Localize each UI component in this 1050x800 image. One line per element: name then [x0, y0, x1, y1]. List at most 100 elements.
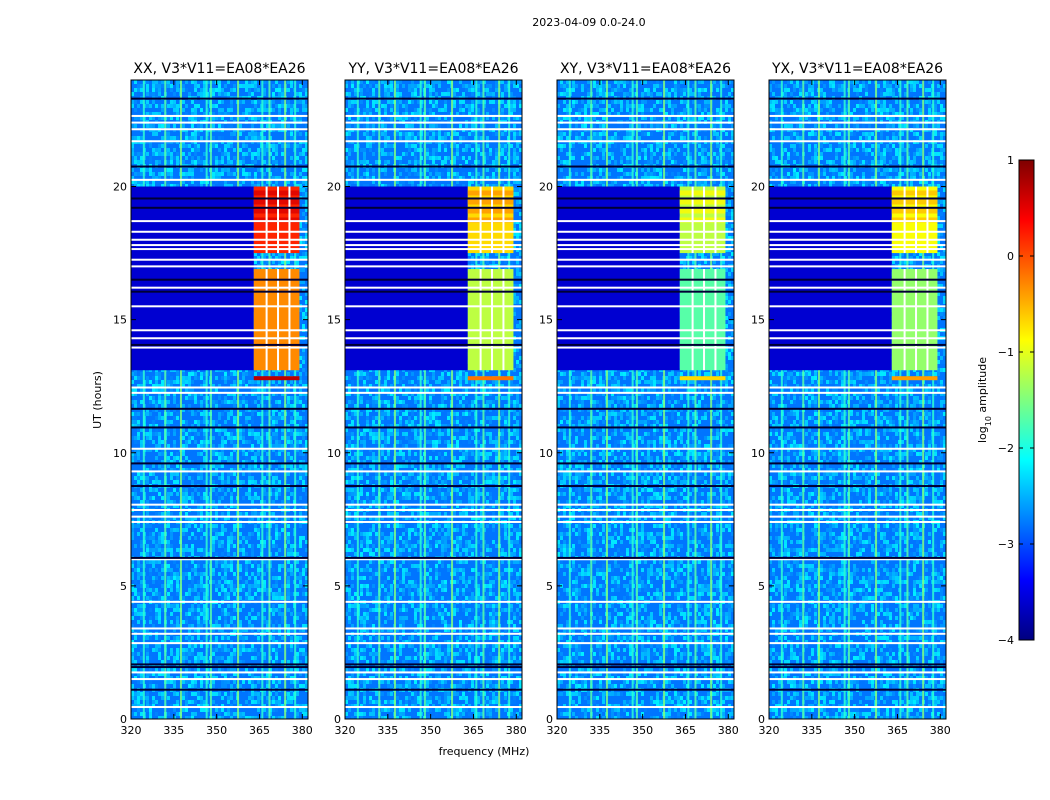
colorbar-label: log10 amplitude: [976, 357, 993, 443]
flag-white: [769, 600, 946, 603]
flag-white: [769, 230, 946, 233]
subband-gap: [288, 186, 291, 254]
flag-white: [769, 121, 946, 124]
flag-dark: [769, 426, 946, 429]
flag-dark: [131, 462, 308, 465]
flag-white: [557, 508, 734, 511]
flag-white: [557, 642, 734, 645]
y-tick-label: 15: [113, 314, 127, 327]
flag-white: [557, 386, 734, 389]
panel-2: XY, V3*V11=EA08*EA26 320 335 350 365 380 0 5 10 1…: [539, 61, 739, 737]
flag-white: [769, 642, 946, 645]
flag-white: [557, 391, 734, 394]
flag-white: [557, 558, 734, 561]
flag-white: [769, 447, 946, 450]
x-tick-label: 335: [163, 724, 184, 737]
y-tick-label: 20: [113, 181, 127, 194]
flag-white: [131, 128, 308, 131]
flag-dark: [769, 278, 946, 281]
colorbar: −4 −3 −2 −1 0 1 log10 amplitude: [976, 154, 1035, 647]
subband-gap: [502, 186, 505, 254]
flag-white: [345, 503, 522, 506]
burst-streak: [891, 208, 938, 214]
burst-block: [891, 269, 938, 371]
flag-white: [131, 238, 308, 241]
y-tick-label: 10: [539, 447, 553, 460]
flag-dark: [345, 688, 522, 691]
subband-gap: [915, 186, 918, 254]
flag-white: [769, 248, 946, 251]
flag-white: [131, 230, 308, 233]
flag-dark: [345, 197, 522, 200]
rfi-line: [663, 80, 666, 719]
flag-white: [131, 520, 308, 523]
flag-dark: [769, 556, 946, 559]
rfi-line: [378, 80, 381, 719]
rfi-line: [294, 80, 297, 719]
flag-white: [769, 520, 946, 523]
flag-white: [769, 329, 946, 332]
flag-white: [769, 391, 946, 394]
flag-white: [557, 178, 734, 181]
flag-dark: [557, 206, 734, 209]
colorbar-tick-label: −2: [998, 442, 1014, 455]
flag-dark: [131, 197, 308, 200]
flag-dark: [345, 556, 522, 559]
flag-white: [557, 244, 734, 247]
flag-dark: [345, 485, 522, 488]
rfi-line: [475, 80, 478, 719]
subband-gap: [288, 269, 291, 371]
burst-streak: [253, 199, 300, 205]
x-tick-label: 320: [547, 724, 568, 737]
rfi-line: [419, 80, 422, 719]
flag-white: [345, 286, 522, 289]
subband-gap: [926, 269, 929, 371]
rfi-line: [209, 80, 212, 719]
flag-white: [557, 337, 734, 340]
flag-dark: [557, 688, 734, 691]
rfi-line: [694, 80, 697, 719]
flag-white: [345, 706, 522, 709]
flag-white: [557, 447, 734, 450]
subband-gap: [265, 186, 268, 254]
x-tick-label: 380: [292, 724, 313, 737]
flag-white: [557, 678, 734, 681]
subband-gap: [903, 269, 906, 371]
flag-white: [769, 258, 946, 261]
panel-frame: [556, 79, 735, 720]
flag-white: [131, 706, 308, 709]
strong-line: [467, 376, 514, 381]
burst-block: [467, 269, 514, 371]
y-axis-label: UT (hours): [91, 371, 104, 429]
flag-white: [557, 258, 734, 261]
flag-white: [557, 520, 734, 523]
flag-dark: [769, 197, 946, 200]
rfi-line: [568, 80, 571, 719]
flag-white: [345, 508, 522, 511]
waterfall-image: [557, 80, 734, 719]
flag-dark: [345, 343, 522, 346]
flag-dark: [557, 462, 734, 465]
flag-white: [557, 671, 734, 674]
x-tick-label: 365: [887, 724, 908, 737]
colorbar-tick-label: −3: [998, 538, 1014, 551]
flag-white: [131, 642, 308, 645]
flag-white: [345, 114, 522, 117]
rfi-line: [875, 80, 878, 719]
rfi-line: [356, 80, 359, 719]
flag-white: [345, 238, 522, 241]
rfi-line: [710, 80, 713, 719]
colorbar-gradient: [1018, 159, 1035, 641]
burst-streak: [679, 208, 726, 214]
subband-gap: [491, 186, 494, 254]
flag-white: [131, 508, 308, 511]
y-tick-label: 15: [327, 314, 341, 327]
panel-frame: [768, 79, 947, 720]
y-tick-label: 20: [327, 181, 341, 194]
flag-white: [769, 140, 946, 143]
figure-suptitle: 2023-04-09 0.0-24.0: [532, 16, 645, 29]
y-tick-label: 10: [751, 447, 765, 460]
subband-gap: [691, 186, 694, 254]
flag-white: [345, 128, 522, 131]
